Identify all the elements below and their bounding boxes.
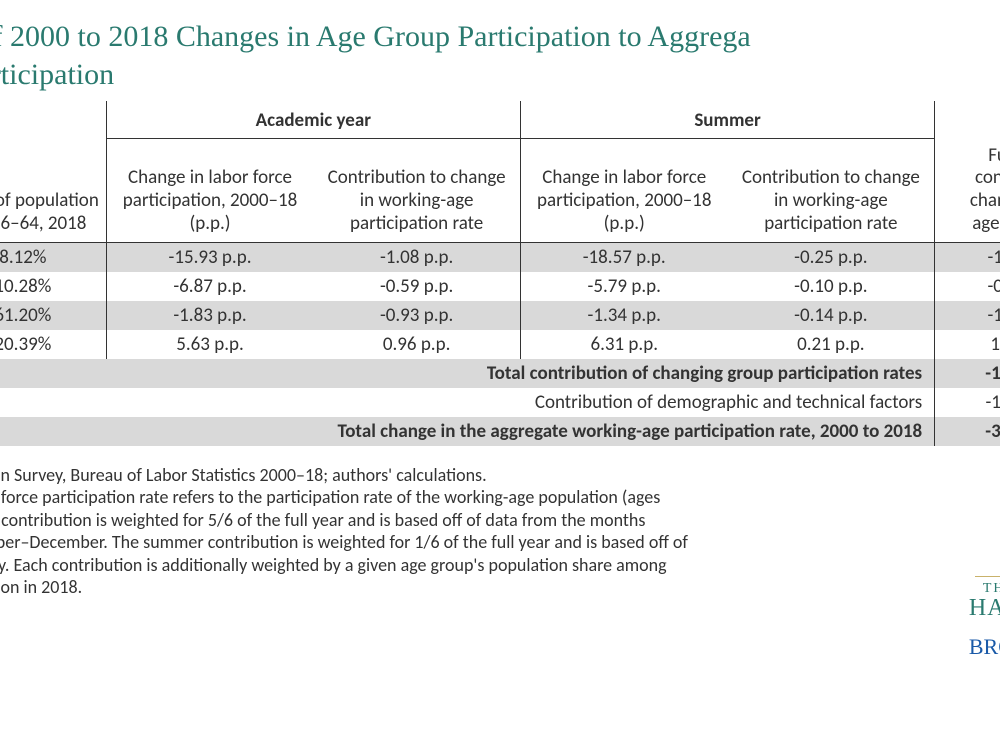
summary-row: Contribution of demographic and technica… (0, 388, 1000, 417)
footnote-line: population in 2018. (0, 576, 760, 599)
sub-header-row: Share of population age 16–64, 2018 Chan… (0, 139, 1000, 243)
cell-full: 1. (935, 330, 1000, 359)
cell-su_contrib: -0.10 p.p. (728, 272, 935, 301)
cell-full: -1. (935, 301, 1000, 330)
cell-share: 61.20% (0, 301, 106, 330)
footnote-line: September–December. The summer contribut… (0, 531, 760, 554)
col-share: Share of population age 16–64, 2018 (0, 139, 106, 243)
summary-label: Total contribution of changing group par… (0, 359, 935, 388)
summary-value: -3. (935, 417, 1000, 446)
cell-su_change: -5.79 p.p. (520, 272, 727, 301)
cell-ac_change: -15.93 p.p. (106, 242, 313, 272)
table-row: 8.12%-15.93 p.p.-1.08 p.p.-18.57 p.p.-0.… (0, 242, 1000, 272)
cell-ac_change: -6.87 p.p. (106, 272, 313, 301)
summary-label: Total change in the aggregate working-ag… (0, 417, 935, 446)
cell-full: -1. (935, 242, 1000, 272)
title-line-1: on of 2000 to 2018 Changes in Age Group … (0, 20, 751, 53)
data-table: Academic year Summer Share of population… (0, 101, 1000, 446)
footnote-line: opulation Survey, Bureau of Labor Statis… (0, 464, 760, 487)
cell-ac_change: 5.63 p.p. (106, 330, 313, 359)
footnote-line: nic year contribution is weighted for 5/… (0, 509, 760, 532)
summary-value: -1. (935, 359, 1000, 388)
logo-hamilton: HAM (969, 595, 1000, 622)
cell-su_change: -18.57 p.p. (520, 242, 727, 272)
table-row: 10.28%-6.87 p.p.-0.59 p.p.-5.79 p.p.-0.1… (0, 272, 1000, 301)
page-title: on of 2000 to 2018 Changes in Age Group … (0, 0, 1000, 101)
summary-label: Contribution of demographic and technica… (0, 388, 935, 417)
table-row: 61.20%-1.83 p.p.-0.93 p.p.-1.34 p.p.-0.1… (0, 301, 1000, 330)
summary-value: -1. (935, 388, 1000, 417)
col-ac-contrib: Contribution to change in working-age pa… (313, 139, 520, 243)
cell-su_change: -1.34 p.p. (520, 301, 727, 330)
cell-su_contrib: -0.14 p.p. (728, 301, 935, 330)
col-ac-change: Change in labor force participation, 200… (106, 139, 313, 243)
cell-share: 8.12% (0, 242, 106, 272)
footnote-line: th of July. Each contribution is additio… (0, 554, 760, 577)
group-header-row: Academic year Summer (0, 101, 1000, 139)
group-header-summer: Summer (520, 101, 934, 139)
footnotes: opulation Survey, Bureau of Labor Statis… (0, 464, 760, 599)
cell-share: 10.28% (0, 272, 106, 301)
logo-brookings: BROO (969, 634, 1000, 660)
summary-row: Total change in the aggregate working-ag… (0, 417, 1000, 446)
col-su-contrib: Contribution to change in working-age pa… (728, 139, 935, 243)
logo-the: THE (975, 576, 1000, 597)
col-su-change: Change in labor force participation, 200… (520, 139, 727, 243)
cell-ac_contrib: 0.96 p.p. (313, 330, 520, 359)
cell-su_contrib: 0.21 p.p. (728, 330, 935, 359)
cell-su_contrib: -0.25 p.p. (728, 242, 935, 272)
logo-block: THE HAM BROO (969, 576, 1000, 660)
group-header-full (935, 101, 1000, 139)
col-full: Fu contri change age pa (935, 139, 1000, 243)
footnote-line: te labor force participation rate refers… (0, 486, 760, 509)
cell-full: -0. (935, 272, 1000, 301)
cell-ac_contrib: -0.93 p.p. (313, 301, 520, 330)
group-header-academic: Academic year (106, 101, 520, 139)
cell-share: 20.39% (0, 330, 106, 359)
cell-ac_contrib: -0.59 p.p. (313, 272, 520, 301)
cell-su_change: 6.31 p.p. (520, 330, 727, 359)
group-header-blank (0, 101, 106, 139)
summary-row: Total contribution of changing group par… (0, 359, 1000, 388)
title-line-2: e Participation (0, 58, 114, 91)
table-row: 20.39%5.63 p.p.0.96 p.p.6.31 p.p.0.21 p.… (0, 330, 1000, 359)
cell-ac_contrib: -1.08 p.p. (313, 242, 520, 272)
cell-ac_change: -1.83 p.p. (106, 301, 313, 330)
